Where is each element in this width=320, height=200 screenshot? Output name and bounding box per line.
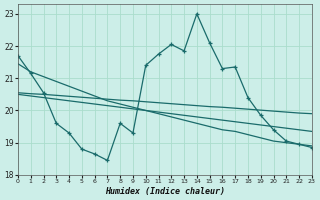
X-axis label: Humidex (Indice chaleur): Humidex (Indice chaleur) [105,187,225,196]
